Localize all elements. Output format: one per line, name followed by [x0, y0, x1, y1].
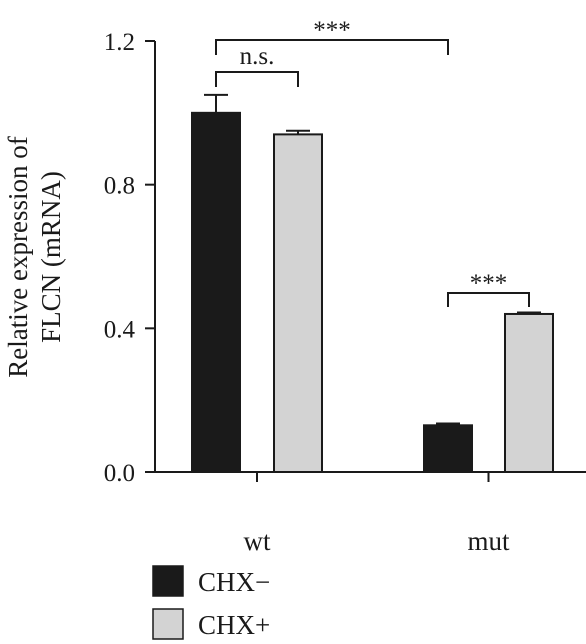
- bars: [191, 93, 554, 474]
- y-axis-title: FLCN (mRNA): [36, 171, 66, 343]
- significance-bracket: [215, 71, 299, 87]
- significance-bracket: [447, 292, 530, 307]
- legend: CHX− CHX+: [152, 565, 270, 640]
- legend-swatch: [152, 608, 184, 640]
- bar-wt-series-0: [191, 111, 241, 473]
- significance-annotations: *** n.s. ***: [215, 17, 530, 307]
- x-category-label: wt: [244, 526, 271, 556]
- legend-label: CHX+: [198, 610, 270, 640]
- y-tick-label: 0.8: [104, 173, 135, 200]
- legend-label: CHX−: [198, 567, 270, 597]
- significance-bracket: [215, 39, 449, 55]
- significance-label: ***: [313, 17, 351, 44]
- legend-swatch: [152, 565, 184, 597]
- bar-mut-series-1: [504, 312, 554, 474]
- y-tick-label: 0.4: [104, 316, 136, 343]
- y-tick-label: 1.2: [104, 29, 135, 56]
- bar-wt-series-1: [273, 133, 323, 473]
- y-axis-title: Relative expression of: [3, 136, 33, 377]
- significance-label: n.s.: [240, 43, 275, 70]
- significance-label: ***: [470, 270, 508, 297]
- x-category-label: mut: [467, 526, 510, 556]
- bar-mut-series-0: [423, 424, 473, 473]
- axes: 0.0 0.4 0.8 1.2 wt mut Relative expression of F…: [3, 29, 586, 556]
- y-tick-label: 0.0: [104, 460, 135, 487]
